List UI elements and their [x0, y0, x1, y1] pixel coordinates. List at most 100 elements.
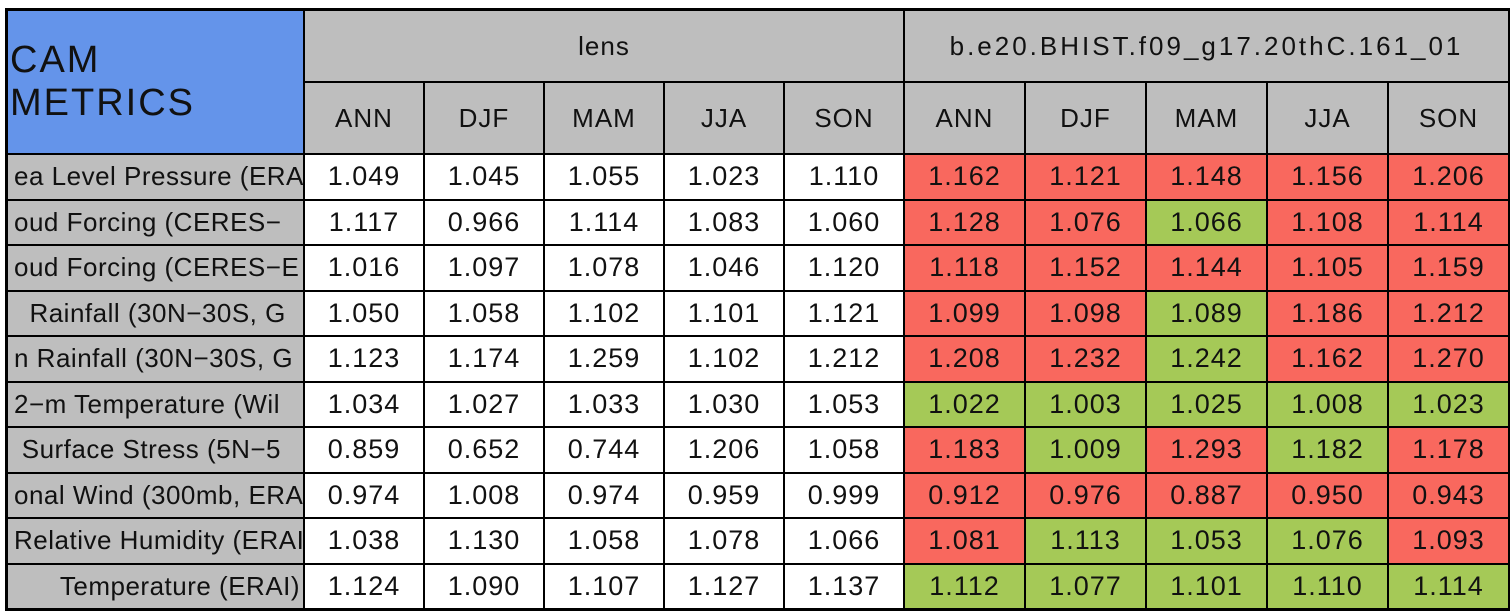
value-cell: 0.966 [425, 200, 543, 244]
value-cell: 0.887 [1147, 473, 1266, 517]
value-cell: 1.097 [425, 246, 543, 290]
value-cell: 0.744 [545, 428, 663, 472]
value-cell: 1.112 [905, 564, 1024, 608]
row-label: onal Wind (300mb, ERA [8, 473, 303, 517]
value-cell: 1.076 [1026, 200, 1145, 244]
value-cell: 1.050 [305, 291, 423, 335]
value-cell: 1.058 [545, 519, 663, 563]
value-cell: 1.178 [1389, 428, 1508, 472]
value-cell: 1.144 [1147, 246, 1266, 290]
value-cell: 1.107 [545, 564, 663, 608]
value-cell: 1.023 [1389, 382, 1508, 426]
value-cell: 1.003 [1026, 382, 1145, 426]
value-cell: 1.162 [1268, 337, 1387, 381]
value-cell: 1.033 [545, 382, 663, 426]
value-cell: 1.022 [905, 382, 1024, 426]
value-cell: 1.212 [1389, 291, 1508, 335]
row-label: Surface Stress (5N−5 [8, 428, 303, 472]
value-cell: 1.034 [305, 382, 423, 426]
value-cell: 1.055 [545, 155, 663, 199]
value-cell: 1.123 [305, 337, 423, 381]
value-cell: 1.016 [305, 246, 423, 290]
value-cell: 1.118 [905, 246, 1024, 290]
season-header-djf: DJF [425, 83, 543, 153]
value-cell: 0.943 [1389, 473, 1508, 517]
value-cell: 1.089 [1147, 291, 1266, 335]
value-cell: 1.130 [425, 519, 543, 563]
value-cell: 1.046 [665, 246, 783, 290]
cam-metrics-table: CAM METRICS lens b.e20.BHIST.f09_g17.20t… [5, 8, 1510, 611]
value-cell: 1.124 [305, 564, 423, 608]
value-cell: 1.101 [665, 291, 783, 335]
column-group-header-case: b.e20.BHIST.f09_g17.20thC.161_01 [905, 11, 1508, 81]
value-cell: 1.076 [1268, 519, 1387, 563]
value-cell: 1.117 [305, 200, 423, 244]
value-cell: 0.959 [665, 473, 783, 517]
value-cell: 0.859 [305, 428, 423, 472]
row-label: n Rainfall (30N−30S, G [8, 337, 303, 381]
value-cell: 0.974 [305, 473, 423, 517]
row-label: ea Level Pressure (ERA [8, 155, 303, 199]
value-cell: 1.060 [785, 200, 903, 244]
value-cell: 1.206 [1389, 155, 1508, 199]
value-cell: 1.058 [785, 428, 903, 472]
season-header-son: SON [1389, 83, 1508, 153]
season-header-mam: MAM [545, 83, 663, 153]
value-cell: 1.206 [665, 428, 783, 472]
value-cell: 1.293 [1147, 428, 1266, 472]
row-label: oud Forcing (CERES−E [8, 246, 303, 290]
value-cell: 1.110 [1268, 564, 1387, 608]
season-header-mam: MAM [1147, 83, 1266, 153]
table-title-cell: CAM METRICS [8, 11, 303, 153]
value-cell: 0.976 [1026, 473, 1145, 517]
value-cell: 1.183 [905, 428, 1024, 472]
value-cell: 1.101 [1147, 564, 1266, 608]
value-cell: 1.008 [425, 473, 543, 517]
value-cell: 1.232 [1026, 337, 1145, 381]
value-cell: 1.077 [1026, 564, 1145, 608]
value-cell: 1.242 [1147, 337, 1266, 381]
value-cell: 1.270 [1389, 337, 1508, 381]
column-group-header-lens: lens [305, 11, 903, 81]
value-cell: 1.099 [905, 291, 1024, 335]
value-cell: 1.108 [1268, 200, 1387, 244]
value-cell: 1.030 [665, 382, 783, 426]
row-label: oud Forcing (CERES− [8, 200, 303, 244]
value-cell: 1.159 [1389, 246, 1508, 290]
value-cell: 0.950 [1268, 473, 1387, 517]
value-cell: 0.912 [905, 473, 1024, 517]
value-cell: 1.058 [425, 291, 543, 335]
value-cell: 1.066 [785, 519, 903, 563]
value-cell: 1.208 [905, 337, 1024, 381]
value-cell: 1.137 [785, 564, 903, 608]
value-cell: 1.008 [1268, 382, 1387, 426]
value-cell: 1.105 [1268, 246, 1387, 290]
row-label: 2−m Temperature (Wil [8, 382, 303, 426]
value-cell: 1.212 [785, 337, 903, 381]
value-cell: 1.127 [665, 564, 783, 608]
value-cell: 1.156 [1268, 155, 1387, 199]
value-cell: 1.078 [545, 246, 663, 290]
value-cell: 1.174 [425, 337, 543, 381]
value-cell: 1.090 [425, 564, 543, 608]
value-cell: 1.102 [665, 337, 783, 381]
value-cell: 1.128 [905, 200, 1024, 244]
value-cell: 1.102 [545, 291, 663, 335]
value-cell: 1.114 [1389, 200, 1508, 244]
value-cell: 1.038 [305, 519, 423, 563]
value-cell: 1.110 [785, 155, 903, 199]
table-title: CAM METRICS [10, 39, 195, 124]
value-cell: 1.053 [785, 382, 903, 426]
value-cell: 0.974 [545, 473, 663, 517]
value-cell: 1.025 [1147, 382, 1266, 426]
season-header-jja: JJA [1268, 83, 1387, 153]
value-cell: 0.999 [785, 473, 903, 517]
value-cell: 0.652 [425, 428, 543, 472]
value-cell: 1.027 [425, 382, 543, 426]
value-cell: 1.121 [785, 291, 903, 335]
value-cell: 1.114 [1389, 564, 1508, 608]
value-cell: 1.045 [425, 155, 543, 199]
value-cell: 1.053 [1147, 519, 1266, 563]
season-header-djf: DJF [1026, 83, 1145, 153]
